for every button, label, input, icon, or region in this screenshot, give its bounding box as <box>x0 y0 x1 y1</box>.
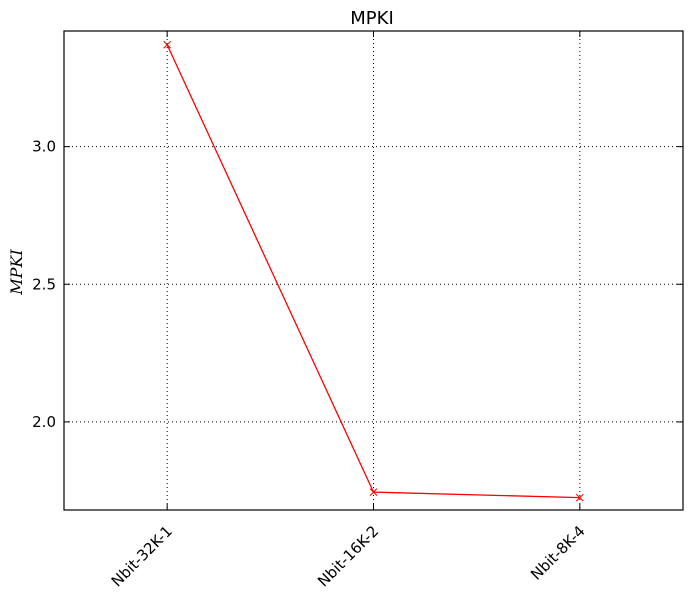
marker-stroke <box>163 40 172 49</box>
y-tick-label: 2.0 <box>32 413 56 431</box>
y-tick-label: 2.5 <box>32 275 56 293</box>
chart-title: MPKI <box>350 8 394 29</box>
y-axis-label: MPKI <box>7 249 26 296</box>
x-tick-labels: Nbit-32K-1 Nbit-16K-2 Nbit-8K-4 <box>108 522 589 590</box>
plot-area <box>63 30 684 511</box>
data-point-marker <box>575 493 584 502</box>
data-point-marker <box>369 488 378 496</box>
marker-stroke <box>369 488 378 496</box>
x-tick-label: Nbit-16K-2 <box>314 522 382 590</box>
y-tick-label: 3.0 <box>32 138 56 156</box>
axes-frame <box>63 30 684 511</box>
data-point-marker <box>163 40 172 49</box>
x-tick-label: Nbit-8K-4 <box>527 522 588 583</box>
x-tick-label: Nbit-32K-1 <box>108 522 176 590</box>
tick-marks <box>64 31 683 510</box>
marker-stroke <box>575 493 584 502</box>
series-layer <box>163 40 584 502</box>
y-tick-labels: 2.0 2.5 3.0 <box>32 138 56 431</box>
